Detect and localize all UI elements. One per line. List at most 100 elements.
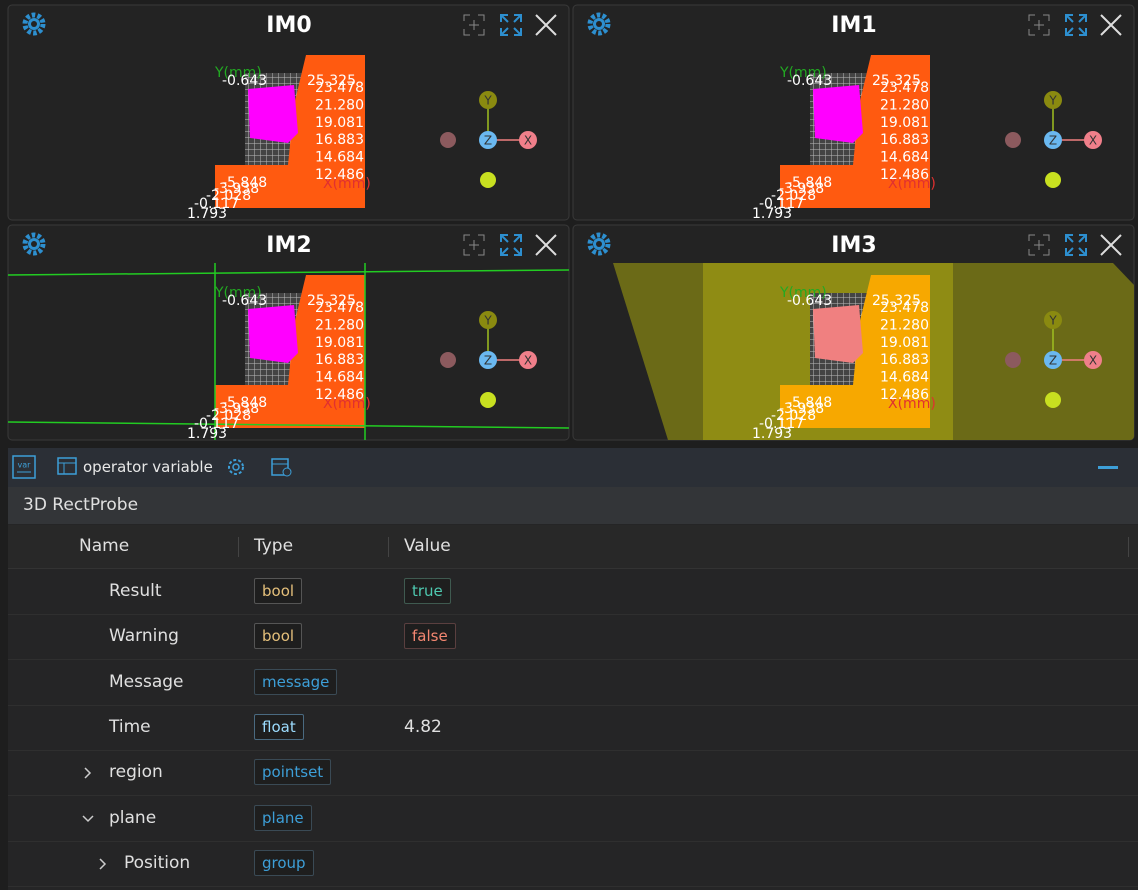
gizmo-label: Y — [483, 314, 492, 328]
gizmo-handle — [1084, 351, 1102, 369]
panel-title: IM2 — [266, 233, 311, 258]
axis-value: -5.848 — [222, 175, 267, 191]
axis-value: -5.848 — [222, 395, 267, 411]
variable-row[interactable]: region pointset — [8, 750, 1138, 797]
axis-value: -0.117 — [194, 416, 239, 432]
gizmo-handle — [1044, 131, 1062, 149]
axis-title: Y(mm) — [779, 285, 827, 301]
gear — [31, 241, 37, 247]
column-separator — [1128, 537, 1129, 557]
var-icon[interactable]: var — [12, 455, 36, 479]
gizmo-label: X — [524, 354, 532, 368]
probe-rect — [248, 85, 298, 143]
type-badge: group — [254, 849, 314, 876]
expander[interactable] — [97, 858, 109, 870]
axis-value: 16.883 — [880, 132, 929, 148]
variable-name: Result — [109, 581, 162, 601]
fit-button[interactable] — [1028, 14, 1050, 36]
gizmo-handle — [1084, 131, 1102, 149]
variable-name: plane — [109, 807, 157, 828]
axis-value: -0.643 — [787, 73, 832, 89]
axis-value: -3.938 — [214, 401, 259, 417]
gizmo-handle — [519, 351, 537, 369]
expand-button[interactable] — [500, 14, 522, 36]
settings-button[interactable] — [22, 12, 46, 36]
probe-rect — [813, 85, 863, 143]
expander[interactable] — [82, 813, 94, 825]
schedule-icon[interactable] — [270, 455, 294, 479]
axis-value: -2.028 — [206, 188, 251, 204]
variable-name: Time — [109, 716, 151, 737]
variable-row[interactable]: Warning bool false — [8, 614, 1138, 661]
axis-value: -5.848 — [787, 175, 832, 191]
gizmo-label: Y — [1048, 94, 1057, 108]
axis-value: -3.938 — [214, 181, 259, 197]
variable-row[interactable]: Result bool true — [8, 569, 1138, 615]
expand-button[interactable] — [1065, 234, 1087, 256]
settings-button[interactable] — [587, 12, 611, 36]
toolbar-label[interactable]: operator variable — [83, 458, 213, 476]
panel-title: IM3 — [831, 233, 876, 258]
variable-row[interactable]: Position group — [8, 841, 1138, 887]
icon — [1100, 14, 1122, 36]
axis-value: 12.486 — [315, 387, 364, 403]
axis-value: 16.883 — [315, 352, 364, 368]
column-header[interactable]: Name — [79, 536, 130, 556]
axis-value: -2.028 — [771, 188, 816, 204]
expander[interactable] — [82, 767, 94, 779]
settings-icon[interactable] — [224, 455, 248, 479]
icon — [1100, 234, 1122, 256]
axis-title: X(mm) — [323, 396, 371, 412]
icon — [463, 14, 485, 36]
column-header[interactable]: Type — [254, 536, 294, 556]
axis-value: 25.325 — [872, 293, 921, 309]
fit-button[interactable] — [1028, 234, 1050, 256]
close-button[interactable] — [535, 234, 557, 256]
gizmo-dot — [1005, 352, 1021, 368]
axis-value: 12.486 — [880, 167, 929, 183]
settings-button[interactable] — [22, 232, 46, 256]
axis-value: -3.938 — [779, 181, 824, 197]
variable-row[interactable]: Time float 4.82 — [8, 705, 1138, 751]
column-header[interactable]: Value — [404, 536, 451, 556]
axis-title: X(mm) — [323, 176, 371, 192]
axis-value: -2.028 — [206, 408, 251, 424]
icon — [1065, 14, 1087, 36]
icon — [463, 234, 485, 256]
fit-button[interactable] — [463, 14, 485, 36]
axis-value: 23.478 — [315, 80, 364, 96]
variable-row[interactable]: plane plane — [8, 796, 1138, 842]
panel-title: IM1 — [831, 13, 876, 38]
close-button[interactable] — [535, 14, 557, 36]
variable-row[interactable]: Message message — [8, 660, 1138, 706]
axis-value: -0.643 — [222, 293, 267, 309]
close-button[interactable] — [1100, 234, 1122, 256]
expand-button[interactable] — [1065, 14, 1087, 36]
collapse-button[interactable] — [1098, 466, 1118, 469]
gizmo-dot — [1045, 172, 1061, 188]
icon — [535, 234, 557, 256]
type-badge: bool — [254, 623, 303, 650]
gizmo-handle — [519, 131, 537, 149]
variable-panel: var operator variable 3D RectProbe Name … — [8, 448, 1138, 890]
axis-title: Y(mm) — [779, 65, 827, 81]
gear — [587, 232, 611, 256]
svg-text:var: var — [18, 461, 32, 470]
settings-button[interactable] — [587, 232, 611, 256]
fit-button[interactable] — [463, 234, 485, 256]
table-icon[interactable] — [57, 456, 79, 478]
gizmo-dot — [480, 172, 496, 188]
panel-title: IM0 — [266, 13, 311, 38]
gear — [596, 21, 602, 27]
chevron — [99, 858, 107, 870]
gizmo-label: Z — [484, 134, 492, 148]
expand-button[interactable] — [500, 234, 522, 256]
gear — [22, 12, 46, 36]
axis-value: 14.684 — [315, 370, 364, 386]
column-separator — [388, 537, 389, 557]
gizmo-dot — [1005, 132, 1021, 148]
close-button[interactable] — [1100, 14, 1122, 36]
